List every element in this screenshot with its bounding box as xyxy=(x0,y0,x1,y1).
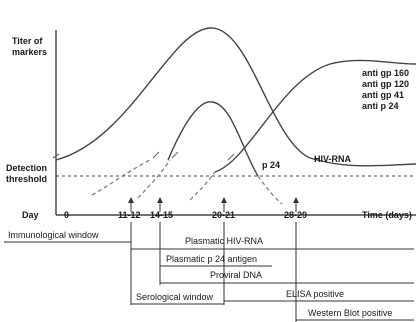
antibody-label-4: anti p 24 xyxy=(362,101,399,111)
antibody-label-1: anti gp 160 xyxy=(362,68,409,78)
p24-dashed-fall xyxy=(257,175,283,205)
window-serological: Serological window xyxy=(136,292,214,302)
y-axis-label-line-2: markers xyxy=(12,47,47,57)
crossing-mark-antibody xyxy=(227,153,235,161)
p24-label: p 24 xyxy=(262,160,280,170)
antibody-dashed-rise xyxy=(189,171,216,201)
antibody-curve xyxy=(214,59,417,173)
window-western-blot-positive: Western Blot positive xyxy=(308,308,392,318)
x-tick-14-15: 14-15 xyxy=(150,210,173,220)
day-label: Day xyxy=(22,210,39,220)
crossing-mark-p24 xyxy=(171,151,179,159)
hiv-rna-dashed-rise xyxy=(91,159,151,196)
x-tick-20-21: 20-21 xyxy=(212,210,235,220)
x-tick-0: 0 xyxy=(64,210,69,220)
x-tick-11-12: 11-12 xyxy=(118,210,141,220)
crossing-mark-y-axis xyxy=(52,153,60,159)
window-proviral-dna: Proviral DNA xyxy=(210,270,262,280)
hiv-rna-curve xyxy=(55,27,417,167)
window-plasmatic-p24: Plasmatic p 24 antigen xyxy=(166,254,257,264)
p24-dashed-rise xyxy=(137,159,171,199)
threshold-label-line-1: Detection xyxy=(6,163,47,173)
window-plasmatic-hiv-rna: Plasmatic HIV-RNA xyxy=(185,236,263,246)
y-axis-label-line-1: Titer of xyxy=(12,36,43,46)
antibody-label-3: anti gp 41 xyxy=(362,90,404,100)
threshold-label-line-2: threshold xyxy=(6,174,47,184)
x-axis-label: Time (days) xyxy=(362,210,412,220)
window-immunological: Immunological window xyxy=(8,230,99,240)
window-elisa-positive: ELISA positive xyxy=(286,289,344,299)
crossing-mark-rna xyxy=(152,151,160,159)
x-tick-28-29: 28-29 xyxy=(284,210,307,220)
p24-curve xyxy=(167,101,259,177)
hiv-rna-label: HIV-RNA xyxy=(314,154,352,164)
antibody-label-2: anti gp 120 xyxy=(362,79,409,89)
